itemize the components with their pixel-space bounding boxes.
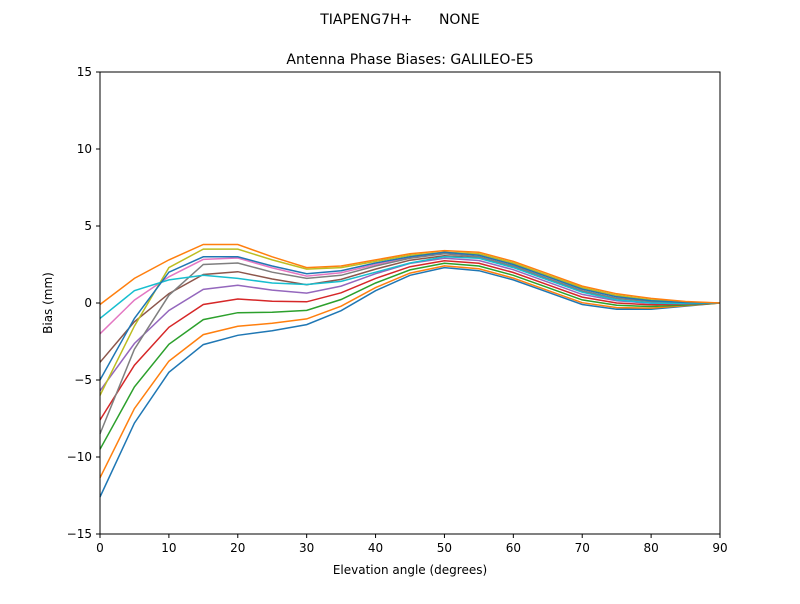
series-line-s5 <box>99 257 721 392</box>
series-line-s4 <box>99 260 721 421</box>
x-tick-label: 70 <box>575 541 590 555</box>
y-axis: −15 −10 −5 0 5 10 15 <box>67 65 100 541</box>
x-tick-label: 60 <box>506 541 521 555</box>
x-tick-label: 30 <box>299 541 314 555</box>
series-line-s7 <box>99 252 721 335</box>
y-tick-label: 0 <box>84 296 92 310</box>
series-line-s11 <box>99 251 721 381</box>
series-line-s3 <box>99 262 721 450</box>
y-tick-label: 15 <box>77 65 92 79</box>
y-tick-label: 10 <box>77 142 92 156</box>
series-line-s10 <box>99 256 721 319</box>
x-tick-label: 90 <box>712 541 727 555</box>
x-axis: 0 10 20 30 40 50 60 70 80 90 <box>96 534 728 555</box>
y-tick-label: 5 <box>84 219 92 233</box>
x-tick-label: 0 <box>96 541 104 555</box>
series-line-s1 <box>99 266 721 498</box>
series-line-s8 <box>99 252 720 435</box>
x-axis-label: Elevation angle (degrees) <box>333 563 487 577</box>
series-line-s12 <box>99 243 721 306</box>
x-tick-label: 40 <box>368 541 383 555</box>
x-tick-label: 20 <box>230 541 245 555</box>
series-lines <box>99 243 721 498</box>
series-line-s2 <box>99 265 721 479</box>
series-line-s9 <box>99 248 721 396</box>
y-axis-label: Bias (mm) <box>41 272 55 334</box>
x-tick-label: 80 <box>643 541 658 555</box>
chart-suptitle: TIAPENG7H+ NONE <box>319 12 480 28</box>
x-tick-label: 10 <box>161 541 176 555</box>
chart-title: Antenna Phase Biases: GALILEO-E5 <box>286 52 533 68</box>
y-tick-label: −15 <box>67 527 92 541</box>
y-tick-label: −5 <box>74 373 92 387</box>
x-tick-label: 50 <box>437 541 452 555</box>
y-tick-label: −10 <box>67 450 92 464</box>
